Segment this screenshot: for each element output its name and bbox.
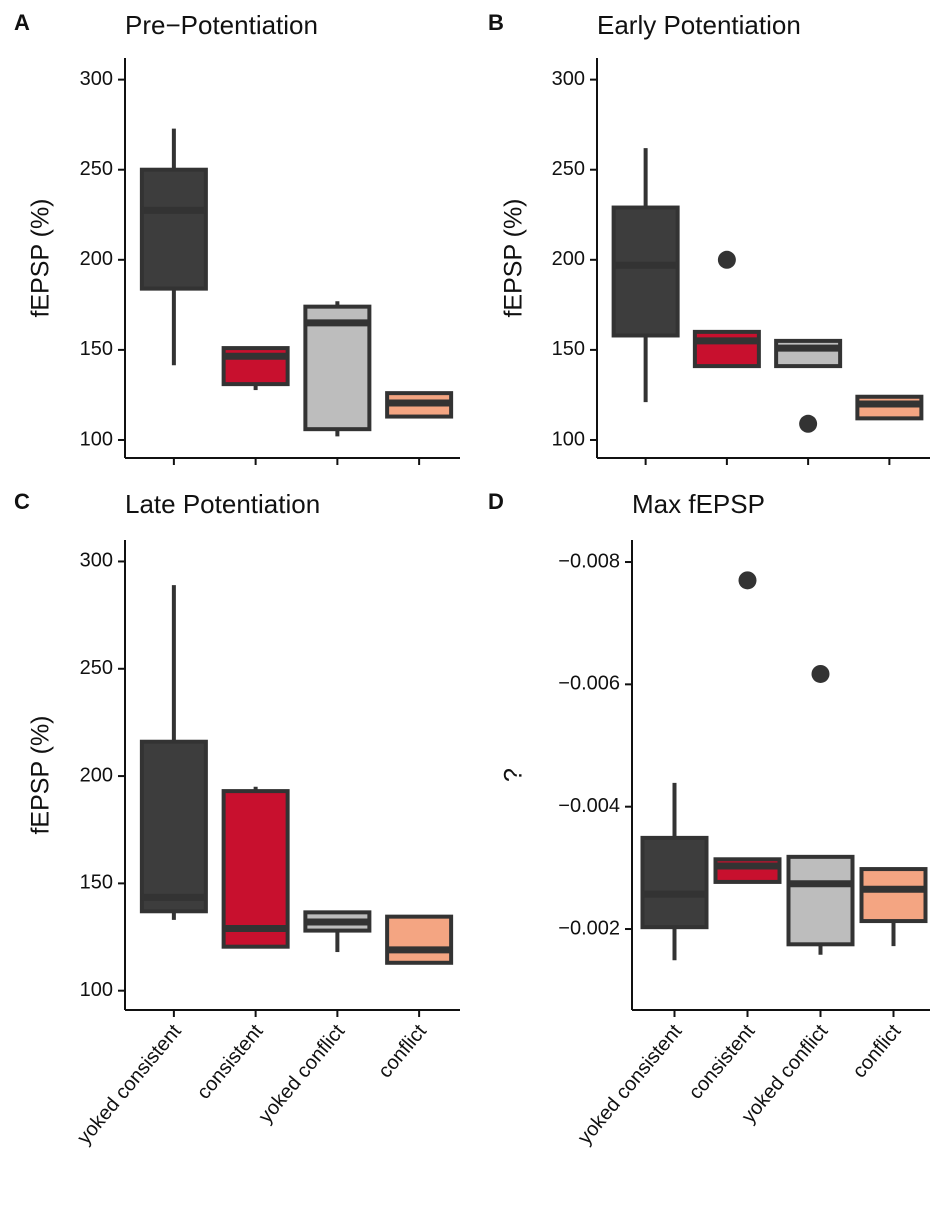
outlier <box>811 664 830 683</box>
outlier <box>799 414 818 433</box>
box <box>859 867 928 924</box>
y-axis-label: fEPSP (%) <box>27 715 55 834</box>
y-tick-label: 250 <box>80 657 113 679</box>
x-tick-label: consistent <box>193 1020 268 1103</box>
x-tick-label: conflict <box>849 1020 906 1082</box>
y-tick-label: 300 <box>80 550 113 572</box>
y-tick-label: 200 <box>80 764 113 786</box>
chart-title: Max fEPSP <box>632 489 765 519</box>
box <box>611 205 680 338</box>
y-tick-label: 300 <box>80 68 113 90</box>
y-tick-label: −0.002 <box>558 917 620 939</box>
outlier <box>738 571 757 590</box>
box <box>139 739 208 914</box>
y-tick-label: 200 <box>552 248 585 270</box>
y-tick-label: 250 <box>80 158 113 180</box>
chart-title: Pre−Potentiation <box>125 10 318 40</box>
box <box>139 167 208 291</box>
box <box>855 394 924 421</box>
chart-title: Late Potentiation <box>125 489 320 519</box>
box <box>303 304 372 432</box>
y-tick-label: 100 <box>80 979 113 1001</box>
y-axis-label: fEPSP (%) <box>27 198 55 317</box>
y-tick-label: 100 <box>80 428 113 450</box>
box <box>692 329 761 369</box>
y-tick-label: −0.006 <box>558 673 620 695</box>
y-tick-label: 150 <box>552 338 585 360</box>
x-tick-label: conflict <box>374 1020 431 1082</box>
box <box>786 854 855 947</box>
x-tick-label: yoked consistent <box>73 1020 186 1149</box>
y-tick-label: 250 <box>552 158 585 180</box>
panel-letter: B <box>488 10 504 35</box>
box <box>385 914 454 965</box>
y-axis-label: ? <box>500 768 528 782</box>
x-tick-label: yoked consistent <box>574 1020 687 1149</box>
x-tick-label: yoked conflict <box>255 1020 350 1127</box>
y-tick-label: 200 <box>80 248 113 270</box>
y-tick-label: 300 <box>552 68 585 90</box>
y-tick-label: 150 <box>80 338 113 360</box>
x-tick-label: consistent <box>685 1020 760 1103</box>
y-axis-label: fEPSP (%) <box>500 198 528 317</box>
box <box>221 789 290 949</box>
y-tick-label: −0.004 <box>558 795 620 817</box>
y-tick-label: 100 <box>552 428 585 450</box>
panel-letter: C <box>14 489 30 514</box>
y-tick-label: −0.008 <box>558 550 620 572</box>
outlier <box>717 250 736 269</box>
box <box>640 835 709 930</box>
panel-letter: D <box>488 489 504 514</box>
chart-title: Early Potentiation <box>597 10 801 40</box>
y-tick-label: 150 <box>80 872 113 894</box>
panel-letter: A <box>14 10 30 35</box>
